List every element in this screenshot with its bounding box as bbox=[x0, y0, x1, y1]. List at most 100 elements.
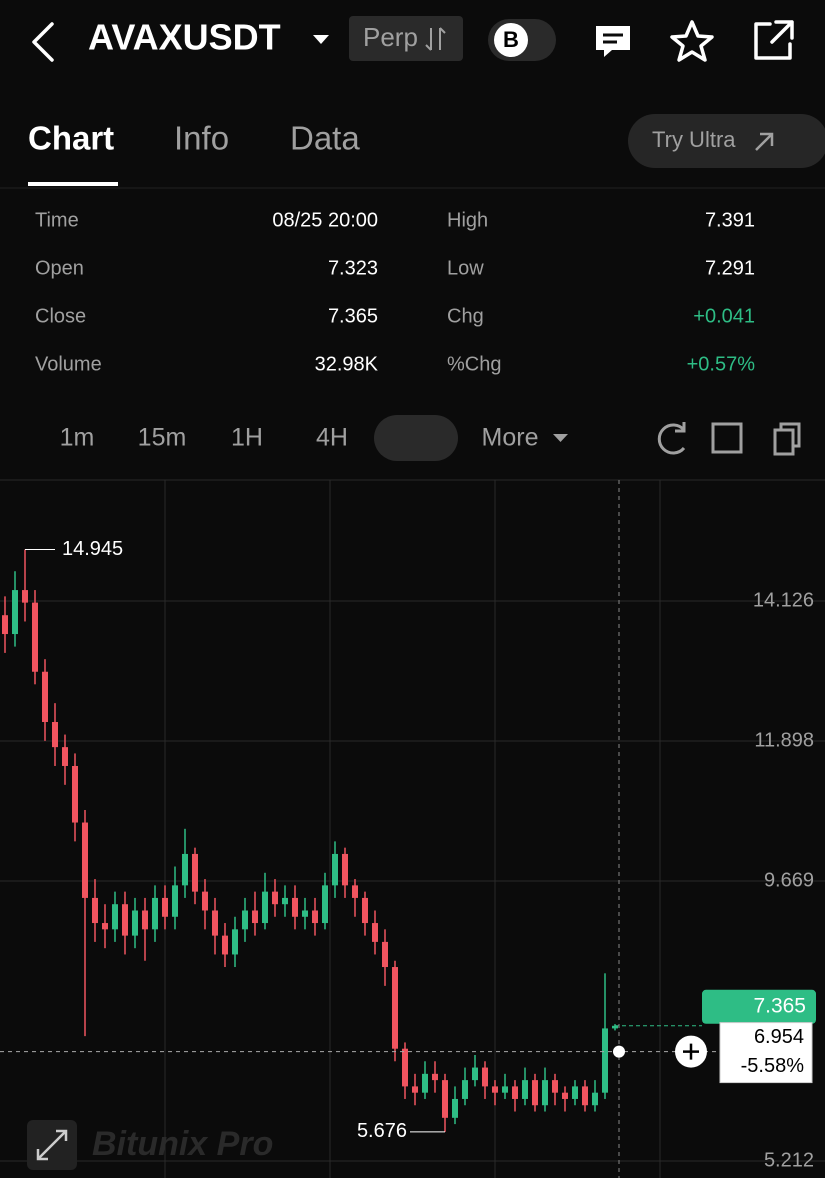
symbol[interactable]: AVAXUSDT bbox=[88, 17, 281, 58]
arrow-icon bbox=[755, 132, 774, 151]
interval[interactable]: 15m bbox=[138, 424, 187, 452]
candle-body bbox=[342, 853, 348, 886]
candle-body bbox=[22, 590, 28, 603]
candle-body bbox=[542, 1080, 548, 1106]
candle-body bbox=[532, 1080, 538, 1106]
candle-body bbox=[72, 765, 78, 823]
stat-value: 7.323 bbox=[328, 257, 378, 279]
stat-label: Volume bbox=[35, 353, 102, 375]
badge-circle bbox=[494, 23, 528, 57]
y-tick-label: 5.212 bbox=[764, 1149, 814, 1171]
candle-body bbox=[552, 1080, 558, 1093]
candle-body bbox=[162, 897, 168, 917]
refresh-icon[interactable] bbox=[657, 422, 686, 455]
stat-label: High bbox=[447, 209, 488, 231]
stat-label: Close bbox=[35, 305, 86, 327]
chat-lines bbox=[603, 33, 623, 44]
candle-body bbox=[262, 891, 268, 924]
contract-box[interactable] bbox=[349, 16, 463, 61]
candle-body bbox=[512, 1086, 518, 1099]
stat-value: 08/25 20:00 bbox=[272, 209, 378, 231]
interval[interactable]: 1H bbox=[231, 424, 263, 452]
candle-body bbox=[132, 910, 138, 936]
crosshair-price: 6.954 bbox=[754, 1026, 804, 1048]
candle-body bbox=[362, 897, 368, 924]
candle-body bbox=[32, 602, 38, 672]
y-tick-label: 11.898 bbox=[754, 729, 814, 751]
y-tick-label: 9.669 bbox=[764, 869, 814, 891]
candle-body bbox=[222, 935, 228, 955]
share-icon[interactable] bbox=[754, 20, 794, 60]
tab[interactable]: Data bbox=[290, 120, 360, 157]
candle-body bbox=[122, 904, 128, 936]
candle-body bbox=[202, 891, 208, 911]
crosshair-change: -5.58% bbox=[741, 1055, 805, 1077]
candle-body bbox=[372, 923, 378, 942]
candle-body bbox=[12, 590, 18, 635]
candle-body bbox=[292, 897, 298, 917]
candle-body bbox=[42, 671, 48, 723]
candle-body bbox=[402, 1048, 408, 1087]
candle-body bbox=[572, 1086, 578, 1099]
candle-body bbox=[412, 1086, 418, 1093]
candle-body bbox=[182, 853, 188, 886]
stat-value: 32.98K bbox=[315, 353, 379, 375]
candle-body bbox=[282, 897, 288, 905]
candle-body bbox=[212, 910, 218, 936]
stat-label: Time bbox=[35, 209, 79, 231]
contract[interactable]: Perp bbox=[363, 22, 418, 52]
try-label[interactable]: Try Ultra bbox=[652, 127, 736, 152]
candle-body bbox=[602, 1028, 608, 1093]
copy-icon[interactable] bbox=[773, 428, 795, 456]
stat-label: Chg bbox=[447, 305, 484, 327]
candle-body bbox=[192, 853, 198, 892]
candle-body bbox=[452, 1098, 458, 1118]
candle-body bbox=[492, 1086, 498, 1093]
candle-body bbox=[82, 822, 88, 898]
y-tick-label: 14.126 bbox=[753, 589, 814, 611]
candle-body bbox=[272, 891, 278, 905]
candle-body bbox=[612, 1025, 618, 1029]
tab-active[interactable]: Chart bbox=[28, 120, 114, 157]
watermark: Bitunix Pro bbox=[92, 1125, 273, 1163]
stat-label: %Chg bbox=[447, 353, 501, 375]
interval-highlight bbox=[374, 415, 458, 461]
crosshair-box bbox=[719, 1022, 813, 1084]
stat-value: 7.365 bbox=[328, 305, 378, 327]
expand-icon bbox=[36, 1129, 68, 1161]
stat-value: 7.291 bbox=[705, 257, 755, 279]
candle-body bbox=[502, 1086, 508, 1093]
candle-body bbox=[312, 910, 318, 924]
stats: Time 08/25 20:00 High 7.391 Open 7.323 Low 7.29… bbox=[35, 209, 755, 375]
price-tag bbox=[702, 989, 816, 1024]
candle-body bbox=[422, 1073, 428, 1093]
candle-body bbox=[332, 853, 338, 886]
more-icon[interactable] bbox=[553, 434, 568, 442]
candle-body bbox=[242, 910, 248, 930]
add-order-icon bbox=[683, 1043, 699, 1060]
star-icon[interactable] bbox=[670, 20, 714, 62]
interval[interactable]: More bbox=[482, 424, 539, 452]
candle-body bbox=[52, 722, 58, 748]
back-icon[interactable] bbox=[32, 22, 54, 62]
candle-body bbox=[392, 967, 398, 1049]
interval[interactable]: 1m bbox=[60, 424, 95, 452]
candle-body bbox=[62, 747, 68, 766]
tab[interactable]: Info bbox=[174, 120, 229, 157]
dropdown-icon[interactable] bbox=[313, 35, 329, 44]
candle-body bbox=[172, 885, 178, 917]
try-button[interactable] bbox=[628, 114, 825, 168]
interval[interactable]: 4H bbox=[316, 424, 348, 452]
candle-body bbox=[102, 923, 108, 930]
candle-body bbox=[462, 1080, 468, 1099]
candle-body bbox=[232, 929, 238, 955]
indicator-icon[interactable] bbox=[711, 422, 743, 454]
candle-body bbox=[142, 910, 148, 930]
candle-body bbox=[432, 1073, 438, 1081]
min-label: 5.676 bbox=[357, 1120, 407, 1142]
candle-body bbox=[302, 910, 308, 917]
candle-body bbox=[112, 904, 118, 930]
stat-value: 7.391 bbox=[705, 209, 755, 231]
